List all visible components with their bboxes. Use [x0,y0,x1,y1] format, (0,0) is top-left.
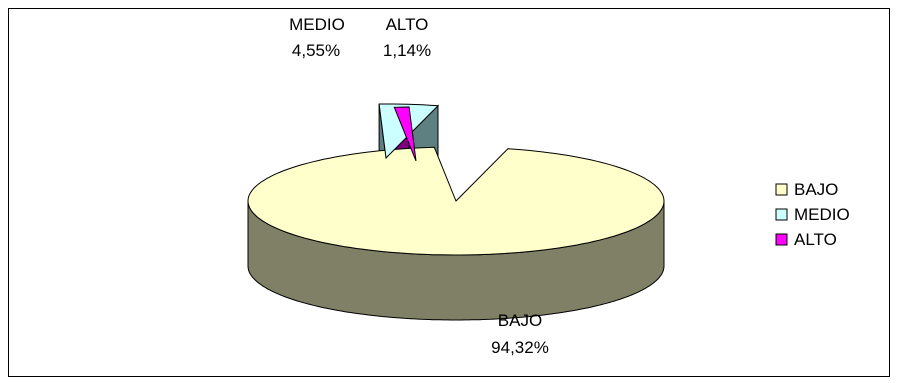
legend-label-alto: ALTO [794,230,837,249]
legend: BAJO MEDIO ALTO [775,180,850,249]
slice-alto [393,106,417,162]
data-label-bajo-category: BAJO [498,311,542,330]
data-label-alto: ALTO 1,14% [383,15,431,60]
legend-label-medio: MEDIO [794,205,850,224]
data-label-medio-value: 4,55% [292,41,340,60]
legend-label-bajo: BAJO [794,180,838,199]
legend-swatch-bajo [775,183,788,196]
data-label-medio-category: MEDIO [289,15,345,34]
data-label-bajo: BAJO 94,32% [491,311,549,357]
legend-swatch-alto [775,233,788,246]
data-label-alto-category: ALTO [386,15,429,34]
data-label-alto-value: 1,14% [383,41,431,60]
legend-swatch-medio [775,208,788,221]
data-label-medio: MEDIO 4,55% [289,15,345,60]
pie-tops [247,103,665,256]
data-label-bajo-value: 94,32% [491,338,549,357]
slice-bajo [247,146,665,256]
